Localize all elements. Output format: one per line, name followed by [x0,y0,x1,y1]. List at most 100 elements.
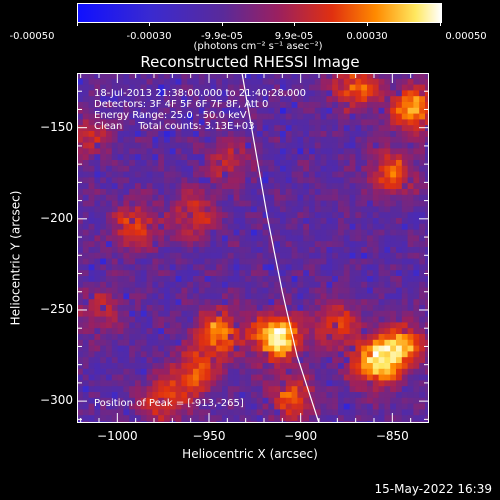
heatmap-cell [169,142,176,149]
heatmap-cell [169,218,176,225]
heatmap-cell [367,357,374,364]
heatmap-cell [256,229,263,236]
heatmap-cell [303,160,310,167]
heatmap-cell [175,183,182,190]
heatmap-cell [164,183,171,190]
heatmap-cell [280,212,287,219]
heatmap-cell [384,177,391,184]
heatmap-cell [245,270,252,277]
heatmap-cell [413,200,420,207]
heatmap-cell [280,299,287,306]
heatmap-cell [361,154,368,161]
heatmap-cell [285,142,292,149]
heatmap-cell [291,107,298,114]
heatmap-cell [82,258,89,265]
heatmap-cell [100,293,107,300]
heatmap-cell [140,368,147,375]
heatmap-cell [222,363,229,370]
heatmap-cell [280,142,287,149]
heatmap-cell [88,351,95,358]
heatmap-cell [280,270,287,277]
heatmap-cell [152,357,159,364]
heatmap-cell [129,189,136,196]
heatmap-cell [146,212,153,219]
heatmap-cell [326,270,333,277]
heatmap-cell [198,125,205,132]
heatmap-cell [367,177,374,184]
heatmap-cell [222,380,229,387]
heatmap-cell [135,235,142,242]
heatmap-cell [309,206,316,213]
heatmap-cell [227,165,234,172]
heatmap-cell [117,183,124,190]
heatmap-cell [326,148,333,155]
heatmap-cell [413,363,420,370]
heatmap-cell [204,351,211,358]
heatmap-cell [227,415,234,422]
heatmap-cell [210,328,217,335]
heatmap-cell [204,392,211,399]
heatmap-cell [326,223,333,230]
heatmap-cell [175,247,182,254]
heatmap-cell [355,386,362,393]
heatmap-cell [367,403,374,410]
heatmap-cell [320,96,327,103]
heatmap-cell [303,73,310,80]
heatmap-cell [256,252,263,259]
heatmap-cell [164,380,171,387]
heatmap-cell [401,409,408,416]
heatmap-cell [100,363,107,370]
heatmap-cell [384,223,391,230]
heatmap-cell [314,206,321,213]
heatmap-cell [326,368,333,375]
heatmap-cell [94,119,101,126]
heatmap-cell [332,345,339,352]
heatmap-cell [396,345,403,352]
heatmap-cell [181,276,188,283]
heatmap-cell [106,247,113,254]
heatmap-cell [413,392,420,399]
heatmap-cell [77,322,84,329]
heatmap-cell [129,374,136,381]
heatmap-cell [193,212,200,219]
heatmap-cell [239,148,246,155]
heatmap-cell [251,78,258,85]
heatmap-cell [129,90,136,97]
heatmap-cell [256,368,263,375]
heatmap-cell [372,206,379,213]
heatmap-cell [332,183,339,190]
heatmap-cell [164,113,171,120]
heatmap-cell [227,90,234,97]
heatmap-cell [117,160,124,167]
heatmap-cell [303,345,310,352]
heatmap-cell [378,107,385,114]
heatmap-cell [326,136,333,143]
heatmap-cell [239,165,246,172]
heatmap-cell [164,177,171,184]
heatmap-cell [343,229,350,236]
heatmap-cell [227,107,234,114]
heatmap-cell [309,316,316,323]
heatmap-cell [413,397,420,404]
heatmap-cell [198,345,205,352]
heatmap-cell [227,264,234,271]
heatmap-cell [280,194,287,201]
heatmap-cell [140,235,147,242]
heatmap-cell [419,212,426,219]
colorbar [77,3,442,23]
heatmap-cell [332,334,339,341]
heatmap-cell [407,107,414,114]
heatmap-cell [193,107,200,114]
heatmap-cell [222,189,229,196]
heatmap-cell [361,177,368,184]
heatmap-cell [210,160,217,167]
heatmap-cell [384,165,391,172]
heatmap-cell [106,212,113,219]
heatmap-cell [123,345,130,352]
heatmap-cell [349,276,356,283]
heatmap-cell [135,171,142,178]
heatmap-cell [274,177,281,184]
heatmap-cell [169,374,176,381]
heatmap-cell [193,351,200,358]
heatmap-cell [372,351,379,358]
